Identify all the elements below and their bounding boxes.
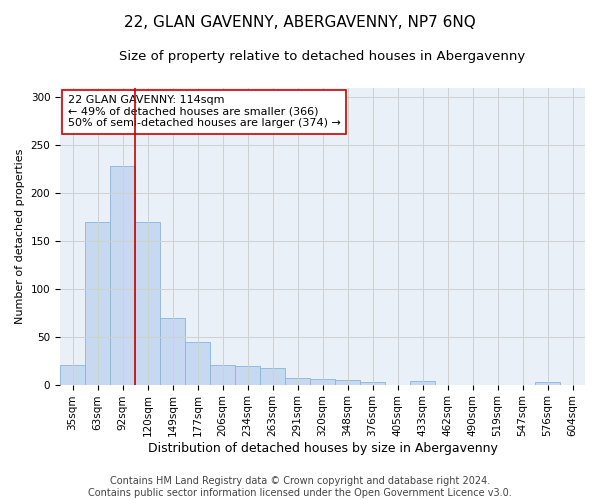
Text: 22 GLAN GAVENNY: 114sqm
← 49% of detached houses are smaller (366)
50% of semi-d: 22 GLAN GAVENNY: 114sqm ← 49% of detache… <box>68 95 341 128</box>
Bar <box>210 366 235 384</box>
Bar <box>60 366 85 384</box>
X-axis label: Distribution of detached houses by size in Abergavenny: Distribution of detached houses by size … <box>148 442 497 455</box>
Bar <box>285 378 310 384</box>
Bar <box>310 379 335 384</box>
Bar <box>235 366 260 384</box>
Bar <box>360 382 385 384</box>
Bar <box>335 380 360 384</box>
Bar <box>535 382 560 384</box>
Bar <box>110 166 135 384</box>
Bar <box>185 342 210 384</box>
Y-axis label: Number of detached properties: Number of detached properties <box>15 148 25 324</box>
Text: Contains HM Land Registry data © Crown copyright and database right 2024.
Contai: Contains HM Land Registry data © Crown c… <box>88 476 512 498</box>
Bar <box>160 318 185 384</box>
Text: 22, GLAN GAVENNY, ABERGAVENNY, NP7 6NQ: 22, GLAN GAVENNY, ABERGAVENNY, NP7 6NQ <box>124 15 476 30</box>
Bar <box>135 222 160 384</box>
Bar <box>260 368 285 384</box>
Bar <box>85 222 110 384</box>
Title: Size of property relative to detached houses in Abergavenny: Size of property relative to detached ho… <box>119 50 526 63</box>
Bar <box>410 381 435 384</box>
